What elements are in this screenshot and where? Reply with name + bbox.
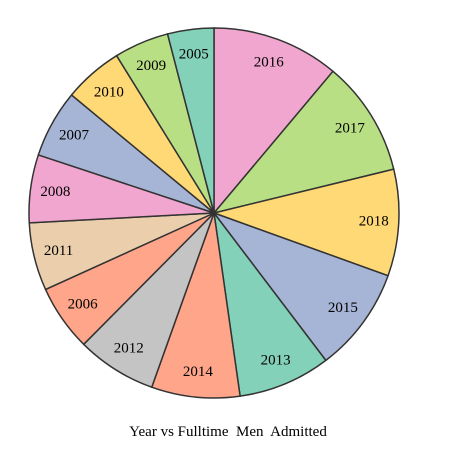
pie-slice-2015 [211, 211, 390, 362]
chart-title: Year vs Fulltime Men Admitted [129, 424, 327, 440]
pie-slice-2005 [166, 27, 215, 214]
slice-label-2008: 2008 [40, 184, 70, 200]
pie-slice-2017 [211, 70, 395, 215]
slice-label-2012: 2012 [114, 340, 144, 356]
slice-label-2006: 2006 [68, 296, 99, 312]
pie-slice-2018 [211, 168, 400, 277]
slice-label-2013: 2013 [261, 353, 291, 369]
slice-label-2009: 2009 [136, 58, 166, 74]
pie-labels: 2016 2017 2018 2015 2013 2014 2012 2006 2011 2008… [40, 46, 388, 380]
slice-label-2011: 2011 [44, 243, 73, 259]
slice-label-2005: 2005 [179, 46, 209, 62]
slice-label-2007: 2007 [59, 128, 90, 144]
pie-slice-2013 [212, 210, 327, 397]
slice-label-2018: 2018 [359, 214, 389, 230]
pie-slices [28, 27, 400, 399]
pie-slice-2016 [213, 27, 335, 216]
slice-label-2014: 2014 [183, 364, 214, 380]
slice-label-2016: 2016 [254, 55, 285, 71]
slice-label-2010: 2010 [94, 84, 124, 100]
slice-label-2017: 2017 [335, 121, 366, 137]
slice-label-2015: 2015 [328, 300, 358, 316]
